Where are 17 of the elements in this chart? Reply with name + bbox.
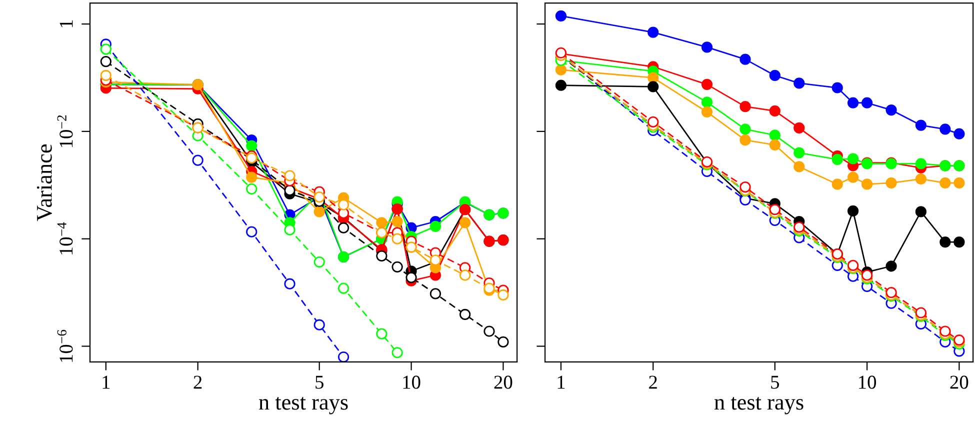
y-axis-title: Variance (36, 144, 52, 222)
y-tick-label: 10$^{−4}$ (57, 222, 73, 254)
y-tick-label: 1 (60, 20, 73, 28)
x-axis-title: n test rays (714, 396, 804, 414)
x-tick-label: 1 (558, 376, 565, 389)
x-tick-label: 5 (316, 376, 324, 389)
x-axis-title: n test rays (258, 396, 348, 414)
x-tick-label: 20 (950, 376, 968, 389)
y-tick-label: 10$^{−2}$ (57, 115, 73, 148)
x-tick-label: 5 (771, 376, 780, 389)
x-tick-label: 10 (403, 376, 420, 389)
x-tick-label: 2 (194, 376, 202, 389)
x-tick-label: 2 (649, 376, 657, 389)
y-tick-label: 10$^{−6}$ (57, 330, 73, 362)
x-tick-label: 1 (102, 376, 110, 389)
x-tick-label: 10 (859, 376, 876, 389)
x-tick-label: 20 (494, 376, 512, 389)
